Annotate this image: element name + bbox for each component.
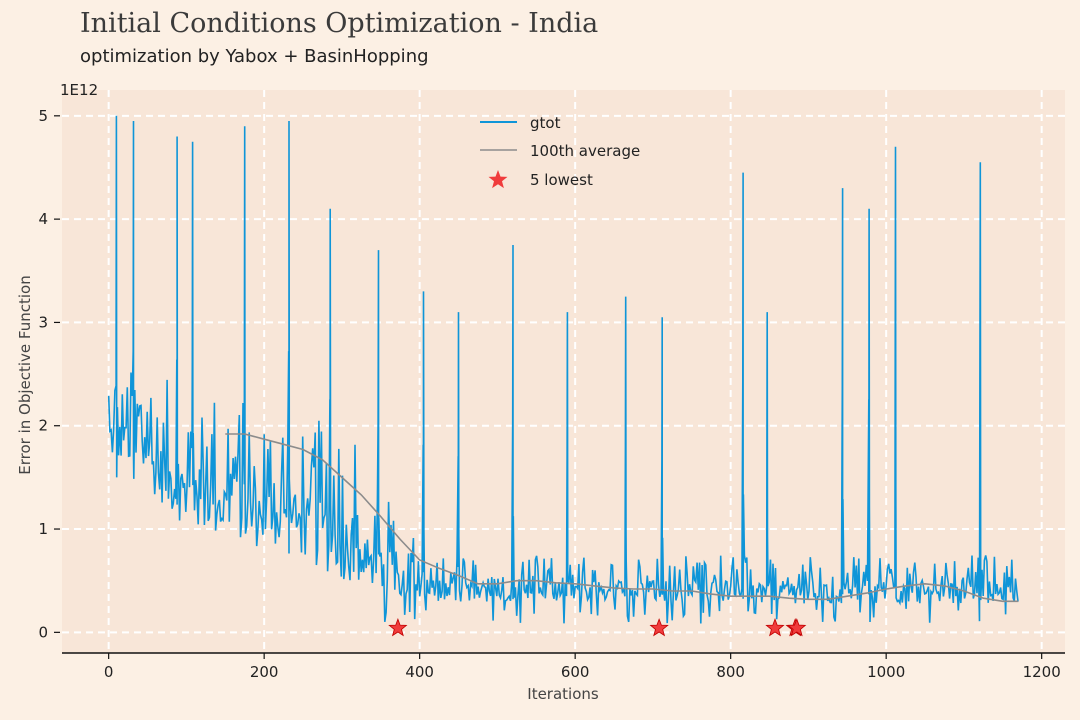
y-tick-label: 3 — [38, 313, 48, 331]
chart-title: Initial Conditions Optimization - India — [80, 8, 599, 39]
legend-label-lowest: 5 lowest — [530, 171, 593, 189]
y-multiplier: 1E12 — [60, 81, 98, 99]
series-5-lowest — [388, 618, 807, 637]
lowest-star-marker — [765, 618, 785, 637]
average-line — [225, 433, 1019, 603]
lowest-star-marker — [649, 618, 669, 637]
y-tick-label: 2 — [38, 417, 48, 435]
x-tick-label: 1200 — [1023, 663, 1061, 681]
series-gtot — [107, 115, 1019, 624]
grid — [62, 90, 1065, 653]
series-100th-average — [225, 433, 1019, 603]
legend: gtot 100th average 5 lowest — [480, 114, 640, 189]
chart-subtitle: optimization by Yabox + BasinHopping — [80, 46, 429, 67]
y-tick-label: 0 — [38, 623, 48, 641]
plot-background — [62, 90, 1065, 653]
x-tick-label: 200 — [250, 663, 279, 681]
lowest-star-marker — [388, 618, 408, 637]
x-tick-label: 400 — [405, 663, 434, 681]
y-tick-label: 1 — [38, 520, 48, 538]
y-axis-label: Error in Objective Function — [16, 275, 34, 474]
x-ticks: 0 200 400 600 800 1000 1200 — [104, 653, 1061, 681]
x-tick-label: 600 — [561, 663, 590, 681]
legend-star-icon — [488, 170, 508, 189]
legend-label-gtot: gtot — [530, 114, 561, 132]
x-tick-label: 1000 — [867, 663, 905, 681]
y-ticks: 0 1 2 3 4 5 — [38, 107, 60, 641]
gtot-line — [107, 115, 1019, 624]
x-tick-label: 0 — [104, 663, 114, 681]
x-axis-label: Iterations — [527, 685, 599, 703]
y-tick-label: 4 — [38, 210, 48, 228]
legend-label-average: 100th average — [530, 142, 640, 160]
y-tick-label: 5 — [38, 107, 48, 125]
lowest-star-marker — [787, 618, 807, 637]
x-tick-label: 800 — [716, 663, 745, 681]
